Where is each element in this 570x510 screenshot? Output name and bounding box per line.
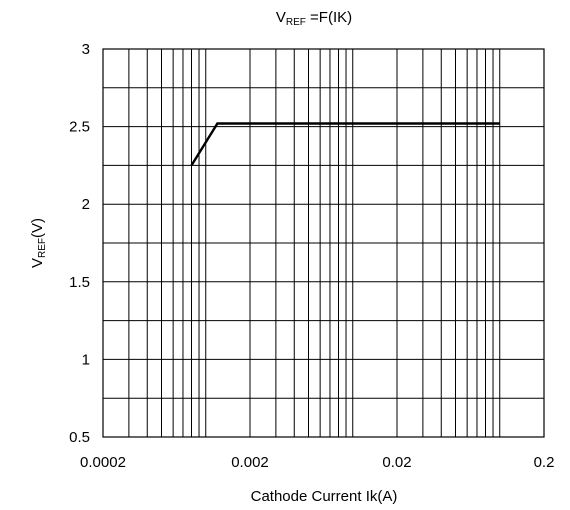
chart-title-main: V xyxy=(276,9,286,26)
plot-frame xyxy=(102,48,545,438)
y-tick-label: 1.5 xyxy=(69,274,90,291)
x-tick-label: 0.2 xyxy=(534,454,555,471)
chart-title-rest: =F(IK) xyxy=(306,9,352,26)
y-tick-label: 3 xyxy=(82,41,90,58)
x-tick-label: 0.02 xyxy=(382,454,411,471)
series-group xyxy=(190,122,500,167)
x-tick-label: 0.002 xyxy=(231,454,269,471)
chart-title-subscript: REF xyxy=(286,17,306,28)
y-axis-label-rest: (V) xyxy=(29,218,46,238)
x-axis-label: Cathode Current Ik(A) xyxy=(251,488,398,505)
y-tick-label: 1 xyxy=(82,351,90,368)
plot-grid xyxy=(102,48,545,438)
y-tick-label: 0.5 xyxy=(69,429,90,446)
chart-title: VREF =F(IK) xyxy=(276,9,352,28)
y-axis-label: VREF(V) xyxy=(29,218,48,268)
x-tick-labels: 0.0002 0.002 0.02 0.2 xyxy=(80,454,554,471)
y-tick-labels: 0.5 1 1.5 2 2.5 3 xyxy=(69,41,90,446)
y-tick-label: 2 xyxy=(82,196,90,213)
y-axis-label-subscript: REF xyxy=(37,238,48,258)
x-tick-label: 0.0002 xyxy=(80,454,126,471)
y-axis-label-main: V xyxy=(29,258,46,268)
series-line xyxy=(190,122,500,167)
y-tick-label: 2.5 xyxy=(69,119,90,136)
